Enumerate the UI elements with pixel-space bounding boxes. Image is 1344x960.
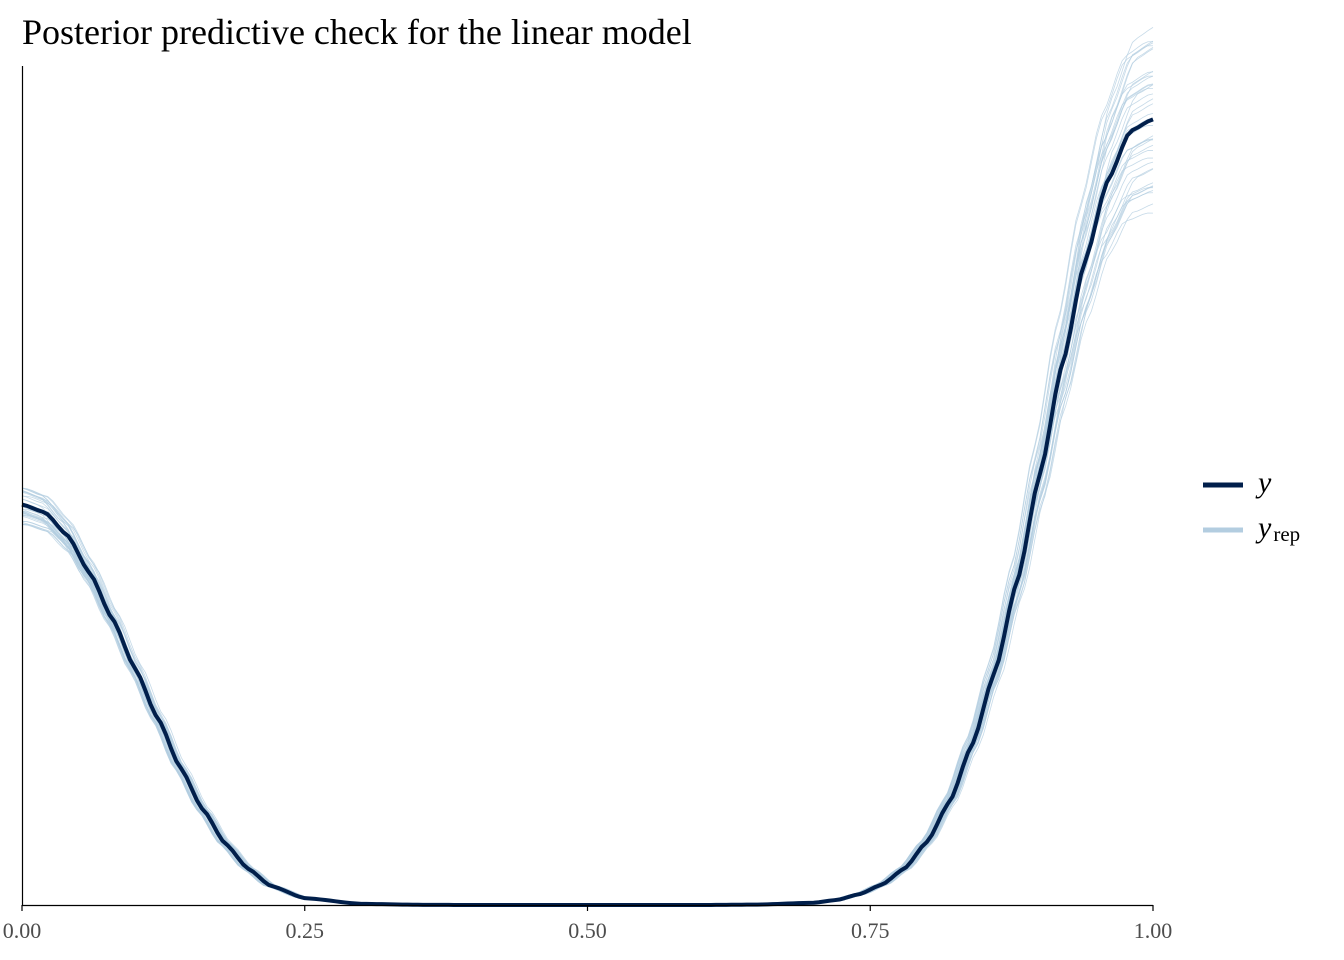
y-observed-line	[21, 117, 1154, 907]
chart-title: Posterior predictive check for the linea…	[22, 12, 692, 52]
legend-label-y: y	[1255, 466, 1272, 499]
x-tick-label: 1.00	[1134, 918, 1173, 943]
x-tick-label: 0.00	[3, 918, 42, 943]
yrep-series-group	[21, 27, 1154, 906]
x-tick-label: 0.25	[286, 918, 325, 943]
yrep-draw-line	[21, 46, 1154, 906]
yrep-draw-line	[21, 212, 1154, 906]
yrep-draw-line	[21, 41, 1154, 906]
yrep-draw-line	[21, 48, 1154, 906]
y-series-group	[21, 117, 1154, 907]
x-axis-ticks: 0.00 0.25 0.50 0.75 1.00	[3, 905, 1173, 943]
yrep-draw-line	[21, 70, 1154, 906]
legend-label-yrep: yrep	[1255, 511, 1300, 546]
yrep-draw-line	[21, 27, 1154, 906]
x-tick-label: 0.75	[851, 918, 890, 943]
x-tick-label: 0.50	[568, 918, 607, 943]
yrep-draw-line	[21, 42, 1154, 906]
legend: y yrep	[1203, 466, 1300, 546]
yrep-draw-line	[21, 45, 1154, 906]
yrep-draw-line	[21, 40, 1154, 906]
